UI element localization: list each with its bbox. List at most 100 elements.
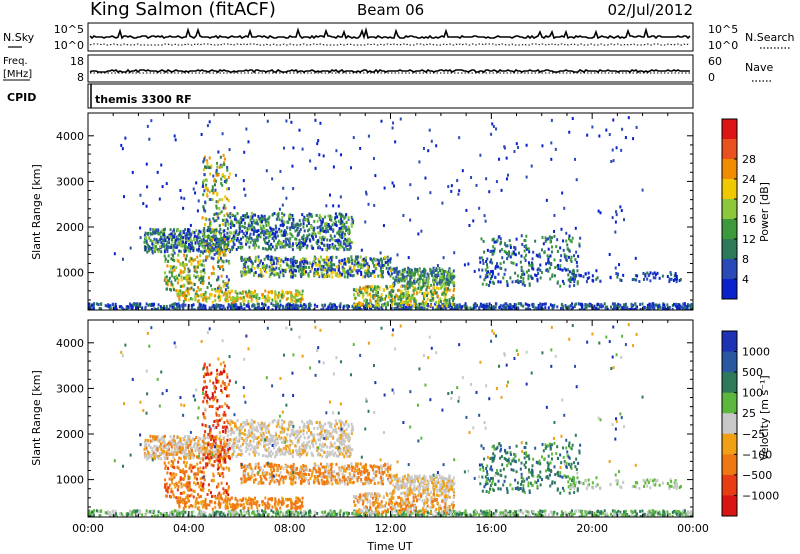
power-echo-1185 [212,242,215,246]
power-echo-3680 [385,303,388,307]
power-echo-2160 [205,183,208,187]
power-echo-3755 [491,269,494,273]
power-echo-1609 [336,231,339,235]
power-echo-3077 [439,275,442,279]
power-echo-4130 [436,264,439,268]
power-echo-2257 [209,172,212,176]
power-echo-1832 [310,215,313,219]
power-echo-3177 [265,297,268,301]
velocity-echo-549 [437,512,440,516]
power-echo-3900 [519,279,522,283]
power-echo-2601 [283,268,286,272]
power-echo-2496 [287,264,290,268]
velocity-echo-628 [130,510,133,514]
power-echo-1442 [341,236,344,240]
power-echo-3133 [181,291,184,295]
power-echo-666 [407,307,410,310]
power-echo-2865 [300,275,303,279]
power-echo-1549 [339,243,342,247]
power-echo-2863 [356,271,359,275]
power-echo-4030 [584,272,587,276]
power-echo-1983 [170,280,173,284]
power-echo-4260 [245,127,248,131]
power-echo-370 [363,308,366,310]
power-echo-1663 [273,239,276,243]
power-echo-3774 [490,258,493,262]
power-echo-4219 [213,219,216,223]
power-echo-3951 [491,261,494,265]
power-echo-1882 [307,217,310,221]
power-echo-329 [198,306,201,310]
power-echo-3526 [399,304,402,308]
power-echo-3648 [381,304,384,308]
power-echo-2827 [250,268,253,272]
power-echo-3827 [565,254,568,258]
power-echo-835 [139,302,142,306]
power-echo-1720 [255,239,258,243]
power-echo-1093 [152,228,155,232]
power-echo-4008 [567,278,570,282]
power-echo-1775 [345,213,348,217]
power-echo-3349 [195,289,198,293]
power-echo-544 [517,302,520,306]
power-echo-3236 [188,298,191,302]
power-echo-2662 [364,256,367,260]
power-echo-1821 [339,222,342,226]
power-echo-3363 [235,295,238,299]
power-echo-2929 [395,270,398,274]
power-echo-3359 [296,299,299,303]
power-echo-2072 [179,262,182,266]
power-echo-727 [532,303,535,307]
power-echo-3313 [295,300,298,304]
power-echo-2936 [421,274,424,278]
power-echo-836 [159,307,162,310]
power-echo-4292 [553,229,556,233]
power-echo-140 [615,304,618,308]
velocity-echo-387 [404,515,407,517]
power-echo-2740 [295,259,298,263]
power-echo-3084 [409,279,412,283]
power-echo-2640 [245,260,248,264]
velocity-echo-604 [127,512,130,516]
velocity-echo-182 [573,512,576,516]
velocity-echo-98 [309,514,312,517]
power-echo-4085 [599,211,602,215]
power-echo-2760 [326,256,329,260]
power-echo-456 [630,307,633,310]
power-echo-3716 [559,284,562,288]
power-echo-428 [230,302,233,306]
power-echo-899 [173,306,176,310]
power-echo-3106 [423,270,426,274]
power-echo-2082 [194,268,197,272]
power-echo-4231 [463,263,466,267]
power-echo-2394 [388,258,391,262]
power-echo-2419 [327,264,330,268]
power-echo-302 [293,304,296,308]
power-echo-1367 [329,234,332,238]
power-echo-2965 [393,270,396,274]
power-echo-2809 [305,270,308,274]
power-echo-630 [279,303,282,307]
power-echo-3723 [536,279,539,283]
power-echo-2421 [361,258,364,262]
power-echo-3172 [176,294,179,298]
power-echo-831 [202,303,205,307]
power-echo-3904 [559,267,562,271]
power-echo-2182 [215,206,218,210]
power-echo-3864 [515,263,518,267]
power-echo-3316 [204,290,207,294]
power-echo-876 [585,306,588,310]
power-echo-2320 [204,185,207,189]
power-echo-1184 [143,237,146,241]
power-echo-4136 [450,189,453,193]
velocity-echo-533 [331,512,334,516]
power-echo-2781 [274,273,277,277]
power-echo-904 [188,230,191,234]
power-echo-1950 [168,276,171,280]
power-echo-3922 [561,279,564,283]
power-echo-2935 [413,281,416,285]
power-echo-365 [619,303,622,307]
power-echo-50 [91,308,94,310]
power-echo-4214 [243,187,246,191]
power-echo-591 [570,304,573,308]
